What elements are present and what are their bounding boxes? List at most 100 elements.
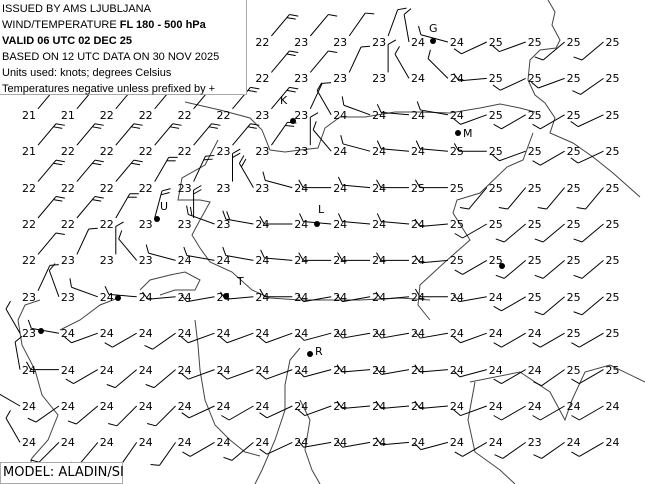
temperature-label: 23 (527, 436, 542, 450)
wind-barb (219, 369, 254, 380)
wind-barb-staff (108, 293, 137, 298)
wind-barb-feather (532, 160, 541, 166)
wind-barb-staff (152, 332, 176, 350)
temperature-label: 24 (138, 436, 153, 450)
wind-barb-feather (222, 210, 227, 220)
wind-barb-feather (182, 451, 191, 457)
wind-barb-feather (534, 238, 544, 243)
wind-barb-feather (118, 230, 123, 240)
city-label-l: L (318, 203, 325, 216)
temperature-label: 24 (527, 363, 542, 377)
temperature-label: 23 (99, 254, 114, 268)
wind-barb-staff (581, 41, 604, 61)
wind-barb-feather (259, 412, 268, 419)
wind-barb-staff (381, 111, 410, 116)
wind-barb-staff (538, 77, 565, 89)
wind-barb-staff (502, 441, 526, 459)
temperature-label: 24 (449, 327, 464, 341)
wind-barb-staff (14, 341, 21, 370)
wind-barb (27, 405, 60, 423)
wind-barb (183, 246, 215, 261)
wind-barb-staff (76, 196, 96, 219)
wind-barb (222, 210, 254, 225)
wind-barb-staff (312, 129, 332, 152)
temperature-label: 24 (372, 108, 387, 122)
wind-barb (453, 143, 487, 152)
wind-barb-feather (48, 263, 56, 271)
wind-barb-staff (228, 405, 254, 421)
wind-barb-feather (336, 440, 343, 448)
wind-barb-feather (415, 140, 421, 149)
wind-barb-feather (144, 345, 153, 350)
wind-barb-staff (118, 238, 138, 261)
temperature-label: 23 (255, 145, 270, 159)
city-dot (38, 328, 44, 334)
wind-barb (375, 437, 410, 446)
temperature-label: 24 (177, 254, 192, 268)
wind-barb (427, 49, 449, 79)
wind-barb-staff (419, 148, 448, 152)
temperature-label: 23 (294, 36, 309, 49)
wind-barb (316, 82, 332, 116)
temperature-label: 22 (60, 181, 75, 195)
wind-barb (309, 14, 338, 37)
temperature-label: 24 (333, 254, 348, 268)
wind-barb-feather (297, 409, 306, 416)
wind-barb-staff (546, 187, 565, 210)
temperature-label: 24 (449, 72, 464, 86)
temperature-label: 23 (60, 254, 75, 268)
wind-barb (493, 114, 526, 130)
temperature-label: 22 (216, 108, 231, 122)
wind-barb-feather (492, 154, 500, 162)
wind-barb-feather (259, 448, 268, 455)
wind-barb-feather (375, 291, 382, 300)
wind-barb-staff (265, 332, 293, 344)
wind-barb-feather (340, 135, 344, 145)
wind-barb-staff (462, 223, 488, 239)
wind-barb-feather (183, 246, 188, 256)
wind-barb-feather (453, 336, 461, 344)
wind-barb-staff (225, 296, 254, 300)
wind-barb (531, 77, 565, 89)
wind-barb-feather (454, 269, 463, 275)
wind-barb (232, 123, 260, 146)
wind-barb-staff (501, 332, 526, 348)
wind-barb (0, 393, 21, 407)
wind-barb-staff (343, 104, 371, 116)
wind-barb (573, 260, 604, 279)
wind-barb (232, 86, 260, 110)
wind-barb (180, 294, 215, 303)
wind-barb (414, 179, 448, 189)
wind-barb (576, 187, 604, 210)
wind-barb-feather (27, 319, 32, 329)
wind-barb-feather (533, 381, 542, 387)
city-label-r: R (315, 345, 323, 358)
river-south (467, 381, 516, 484)
wind-barb (297, 369, 332, 378)
wind-barb-staff (265, 369, 293, 380)
temperature-label: 24 (177, 363, 192, 377)
wind-barb-staff (188, 213, 215, 225)
wind-barb-staff (304, 405, 332, 417)
temperature-label: 24 (333, 327, 348, 341)
temperature-label: 24 (177, 327, 192, 341)
temperature-label: 25 (527, 181, 542, 195)
wind-barb (336, 294, 371, 303)
wind-barb-staff (579, 441, 604, 457)
temperature-label: 25 (488, 36, 503, 49)
wind-barb (418, 25, 449, 43)
temperature-label: 25 (566, 218, 581, 231)
wind-barb-staff (542, 223, 565, 243)
wind-barb-feather (27, 417, 37, 423)
wind-barb (104, 332, 137, 348)
wind-barb-staff (76, 159, 96, 182)
wind-barb (180, 332, 215, 344)
temperature-label: 25 (488, 254, 503, 268)
wind-barb-feather (414, 288, 421, 298)
wind-barb-feather (5, 410, 11, 419)
wind-barb-feather (322, 82, 332, 84)
wind-barb (348, 45, 371, 73)
wind-barb-feather (160, 192, 170, 196)
wind-barb-staff (115, 159, 135, 182)
